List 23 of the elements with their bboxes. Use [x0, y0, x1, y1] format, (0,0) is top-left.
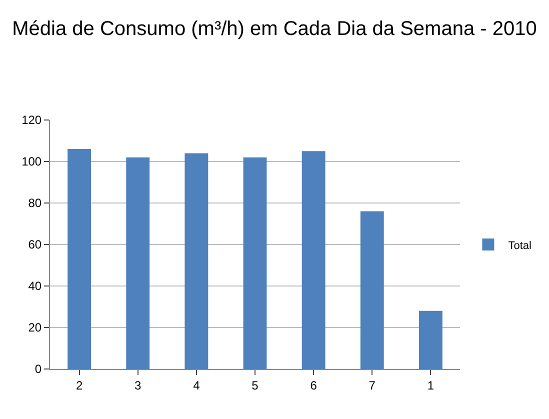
bar	[243, 157, 267, 369]
x-tick-label: 3	[134, 378, 142, 392]
chart-title: Média de Consumo (m³/h) em Cada Dia da Semana - 2010	[12, 18, 537, 40]
y-tick-label: 40	[28, 279, 42, 294]
bar	[419, 310, 442, 369]
bar	[68, 149, 91, 369]
x-tick-label: 4	[193, 378, 200, 392]
x-tick-label: 5	[252, 378, 259, 392]
bar	[184, 153, 208, 369]
x-tick-label: 1	[427, 378, 434, 392]
y-tick-label: 100	[22, 154, 42, 169]
x-tick-label: 2	[76, 378, 83, 392]
x-tick-label: 6	[310, 378, 318, 392]
y-tick-label: 120	[22, 113, 42, 128]
bar	[302, 151, 326, 369]
y-tick-label: 20	[28, 320, 42, 335]
x-tick-label: 7	[368, 378, 376, 392]
bar	[360, 211, 384, 369]
y-tick-label: 0	[34, 362, 42, 376]
y-tick-label: 80	[28, 196, 42, 210]
bar	[126, 157, 150, 369]
y-tick-label: 60	[28, 238, 42, 252]
legend-label: Total	[508, 240, 532, 252]
